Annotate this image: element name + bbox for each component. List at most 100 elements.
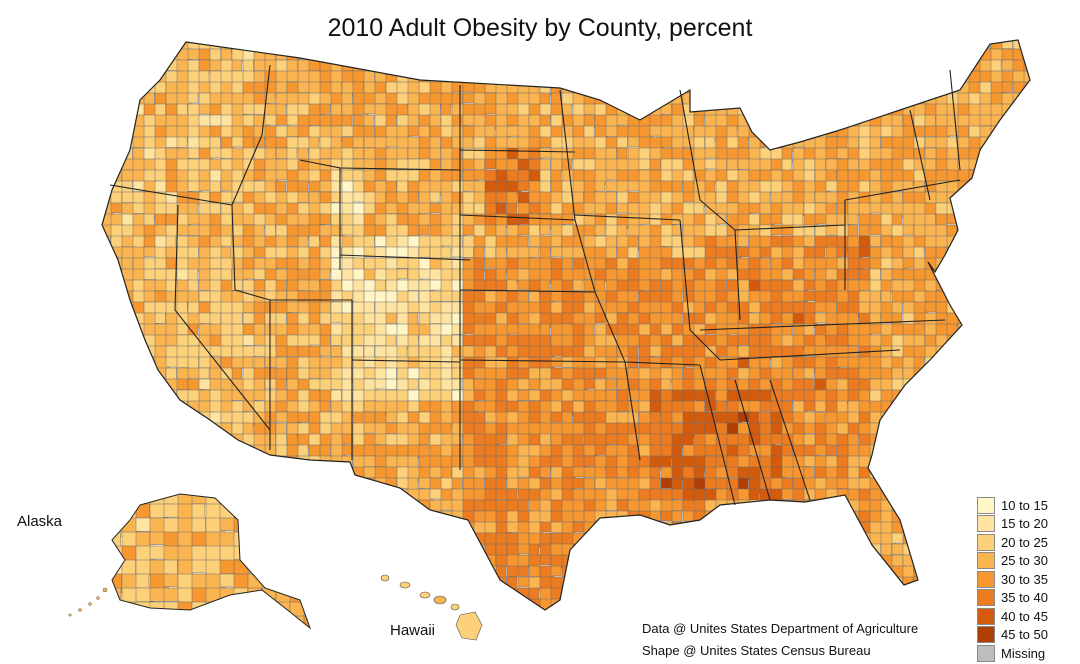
county-cell <box>506 59 520 76</box>
county-cell <box>440 532 455 545</box>
county-cell <box>781 554 794 571</box>
county-cell <box>165 81 178 95</box>
county-cell <box>891 444 903 460</box>
county-cell <box>550 202 563 215</box>
county-cell <box>154 411 168 425</box>
county-cell <box>165 466 178 480</box>
county-cell <box>671 587 687 604</box>
county-cell <box>275 81 288 93</box>
county-cell <box>286 268 299 282</box>
county-cell <box>968 169 984 184</box>
county-cell <box>308 367 321 379</box>
county-cell <box>341 543 355 556</box>
county-cell <box>671 389 684 403</box>
county-cell <box>902 312 915 325</box>
county-cell <box>297 521 312 538</box>
county-cell <box>517 499 529 512</box>
county-cell <box>935 576 949 591</box>
county-cell <box>803 48 815 61</box>
county-cell <box>638 565 654 581</box>
county-cell <box>715 268 729 281</box>
county-cell <box>638 48 650 64</box>
county-cell <box>1023 103 1030 120</box>
county-cell <box>924 411 941 428</box>
county-cell <box>165 92 178 105</box>
legend-swatch <box>977 496 995 514</box>
county-cell <box>792 59 807 73</box>
county-cell <box>561 598 576 610</box>
county-cell <box>704 70 718 87</box>
county-cell <box>149 601 165 618</box>
county-cell <box>429 609 441 610</box>
county-cell <box>946 609 960 610</box>
county-cell <box>286 147 298 161</box>
county-cell <box>297 466 310 482</box>
county-cell <box>242 477 254 492</box>
legend-swatch <box>977 570 995 588</box>
county-cell <box>693 400 705 414</box>
county-cell <box>836 433 849 446</box>
county-cell <box>902 455 915 471</box>
county-cell <box>121 488 138 503</box>
county-cell <box>803 70 820 85</box>
county-cell <box>110 488 123 505</box>
county-cell <box>473 598 487 610</box>
county-cell <box>572 48 586 64</box>
county-cell <box>165 422 179 434</box>
county-cell <box>946 367 958 383</box>
county-cell <box>572 323 586 336</box>
county-cell <box>957 367 971 381</box>
county-cell <box>814 576 829 588</box>
county-cell <box>165 235 177 249</box>
county-cell <box>429 554 443 570</box>
county-cell <box>935 532 949 546</box>
county-cell <box>363 510 377 524</box>
county-cell <box>220 81 234 95</box>
county-cell <box>110 235 124 249</box>
county-cell <box>594 48 610 61</box>
county-cell <box>858 81 871 96</box>
county-cell <box>990 477 1003 493</box>
county-cell <box>748 114 762 127</box>
county-cell <box>233 601 251 619</box>
county-cell <box>605 59 621 73</box>
county-cell <box>253 598 267 610</box>
county-cell <box>102 136 113 148</box>
county-cell <box>286 59 298 72</box>
county-cell <box>363 455 376 468</box>
county-cell <box>1001 389 1015 405</box>
county-cell <box>102 169 115 184</box>
county-cell <box>913 323 926 336</box>
county-cell <box>1012 334 1026 351</box>
county-cell <box>319 499 334 512</box>
county-cell <box>330 147 343 160</box>
county-cell <box>869 587 886 602</box>
county-cell <box>825 510 839 527</box>
county-cell <box>847 554 864 571</box>
county-cell <box>913 422 928 438</box>
county-cell <box>102 466 112 478</box>
county-cell <box>968 213 981 227</box>
county-cell <box>1012 466 1024 482</box>
county-cell <box>110 510 125 522</box>
county-cell <box>792 554 808 570</box>
county-cell <box>704 521 719 537</box>
county-cell <box>352 609 364 610</box>
county-cell <box>121 609 138 610</box>
county-cell <box>770 158 784 171</box>
county-cell <box>627 510 641 524</box>
county-cell <box>374 499 387 512</box>
county-cell <box>814 48 826 61</box>
county-cell <box>583 147 596 160</box>
county-cell <box>1023 81 1030 94</box>
county-cell <box>935 444 951 458</box>
county-cell <box>528 609 541 610</box>
county-cell <box>275 554 290 566</box>
county-cell <box>979 290 992 304</box>
county-cell <box>924 554 941 571</box>
county-cell <box>979 257 991 270</box>
county-cell <box>297 246 311 259</box>
county-cell <box>649 158 662 171</box>
county-cell <box>528 345 541 357</box>
county-cell <box>418 246 431 258</box>
